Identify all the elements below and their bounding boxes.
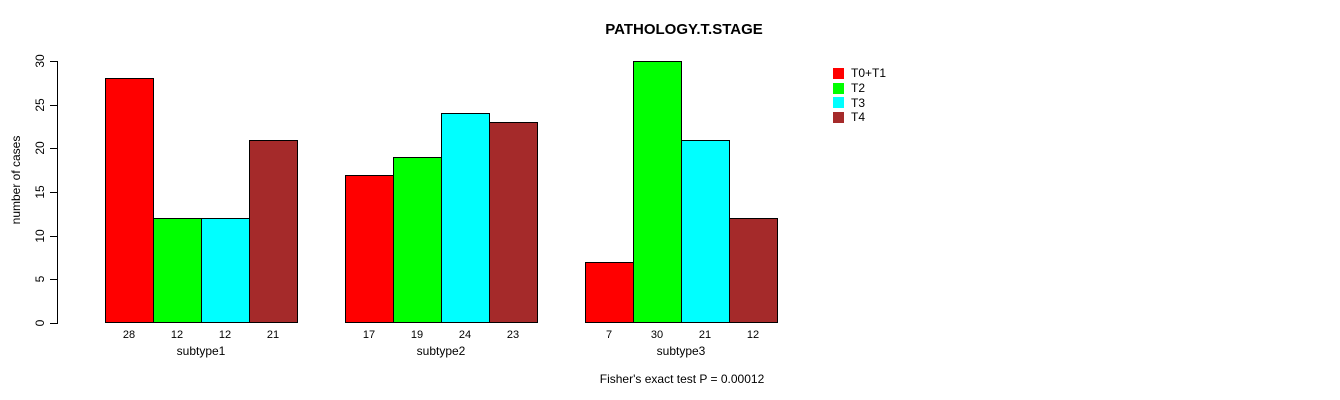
bar-value-subtype2-T2: 19 [410,329,424,341]
legend-label: T4 [851,110,866,125]
legend-item-T3: T3 [833,95,886,110]
bar-subtype3-T2 [633,61,682,323]
bar-value-subtype2-T3: 24 [458,329,472,341]
y-tick-label: 20 [33,141,47,156]
group-label-subtype2: subtype2 [416,344,466,358]
y-tick-mark [50,279,57,281]
bar-subtype2-T4 [489,122,538,323]
y-axis-label: number of cases [9,135,23,225]
legend-swatch-icon [833,67,844,79]
bar-value-subtype3-T2: 30 [650,329,664,341]
legend-swatch-icon [833,97,844,109]
bar-value-subtype3-T4: 12 [746,329,760,341]
bar-subtype2-T0+T1 [345,174,394,323]
legend-item-T4: T4 [833,110,886,125]
y-tick-label: 10 [33,228,47,243]
chart-title: PATHOLOGY.T.STAGE [605,21,763,38]
bar-value-subtype1-T4: 21 [266,329,280,341]
y-tick-label: 25 [33,97,47,112]
legend-label: T3 [851,95,866,110]
y-axis-line [57,61,58,324]
y-tick-mark [50,323,57,324]
bar-subtype1-T2 [153,218,202,323]
bar-value-subtype3-T3: 21 [698,329,712,341]
bar-value-subtype3-T0+T1: 7 [605,329,613,341]
legend-label: T0+T1 [851,66,887,81]
bar-subtype3-T3 [681,139,730,323]
bar-value-subtype2-T4: 23 [506,329,520,341]
bar-subtype2-T3 [441,113,490,323]
bar-subtype2-T2 [393,157,442,323]
bar-value-subtype1-T2: 12 [170,329,184,341]
bar-subtype1-T0+T1 [105,78,154,323]
legend-label: T2 [851,81,866,96]
legend-swatch-icon [833,111,844,123]
legend-item-T0+T1: T0+T1 [833,66,886,81]
legend: T0+T1 T2 T3 T4 [833,66,886,125]
legend-item-T2: T2 [833,81,886,96]
footnote-stat-test: Fisher's exact test P = 0.00012 [599,372,765,386]
y-tick-label: 0 [33,319,47,327]
y-tick-mark [50,61,57,62]
y-tick-label: 15 [33,185,47,199]
bar-value-subtype2-T0+T1: 17 [362,329,376,341]
group-label-subtype3: subtype3 [656,344,706,358]
bar-value-subtype1-T3: 12 [218,329,232,341]
y-tick-mark [50,148,57,150]
y-tick-mark [50,192,57,193]
y-tick-label: 30 [33,54,47,68]
bar-value-subtype1-T0+T1: 28 [122,329,136,341]
group-label-subtype1: subtype1 [176,344,226,358]
bar-subtype3-T0+T1 [585,261,634,323]
bar-subtype3-T4 [729,218,778,323]
y-tick-mark [50,104,57,106]
legend-swatch-icon [833,82,844,94]
bar-subtype1-T3 [201,218,250,323]
bar-subtype1-T4 [249,139,298,323]
y-tick-label: 5 [33,275,47,283]
y-tick-mark [50,235,57,237]
